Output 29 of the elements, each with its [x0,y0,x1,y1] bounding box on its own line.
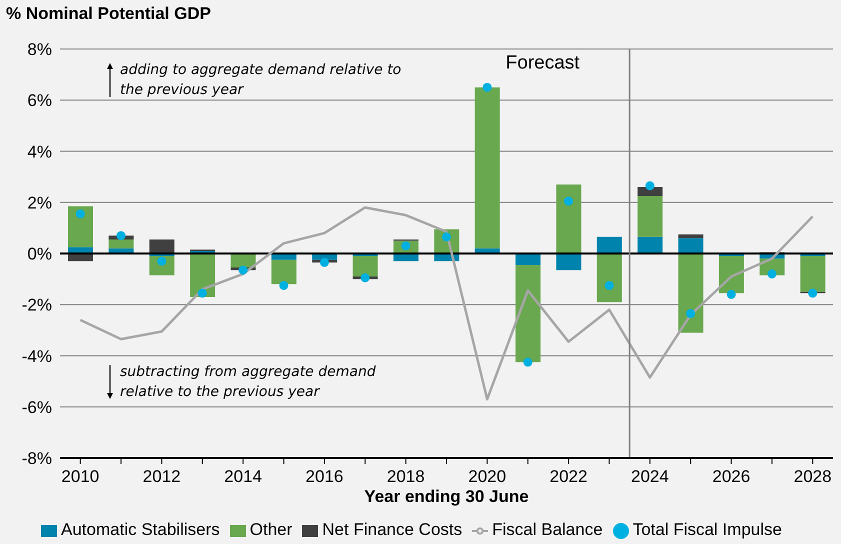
x-tick-label: 2028 [794,467,832,486]
x-tick-label: 2016 [306,467,344,486]
y-tick-label: 8% [27,40,52,60]
legend-label: Net Finance Costs [322,520,462,539]
y-axis-title: % Nominal Potential GDP [6,4,211,24]
x-tick-label: 2012 [142,467,181,486]
legend-label: Other [250,520,292,539]
y-tick-label: -4% [22,346,52,366]
legend-label: Automatic Stabilisers [61,520,220,539]
annotation: adding to aggregate demand relative to the previous year [120,61,402,100]
y-tick-label: -2% [22,296,52,315]
x-tick-label: 2026 [712,467,750,486]
y-tick-label: 4% [27,142,52,162]
y-tick-label: 6% [27,91,52,110]
x-tick-label: 2010 [61,467,100,486]
x-tick-label: 2020 [468,467,506,486]
y-tick-label: 0% [27,244,52,264]
x-axis-title: Year ending 30 June [364,487,529,506]
annotation: subtracting from aggregate demand relative to the previous year [120,363,377,402]
y-tick-label: -8% [22,449,52,468]
legend-label: Total Fiscal Impulse [632,520,782,539]
x-tick-label: 2022 [550,467,588,486]
x-tick-label: 2018 [386,467,425,486]
x-tick-label: 2014 [224,467,262,486]
y-tick-label: 2% [27,193,52,212]
ref-line-label: Forecast [506,52,580,74]
x-tick-label: 2024 [631,467,669,486]
y-tick-label: -6% [22,398,52,417]
legend-label: Fiscal Balance [492,520,603,539]
